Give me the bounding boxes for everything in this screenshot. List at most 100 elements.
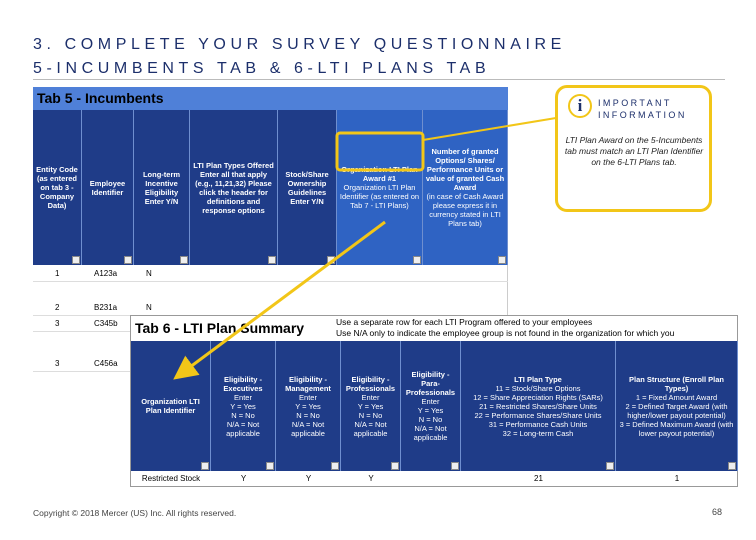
column-line: Enter [299, 392, 317, 402]
cell: 1 [55, 269, 60, 278]
column-header: Long-term Incentive Eligibility Enter Y/… [134, 110, 190, 265]
filter-dropdown[interactable] [728, 462, 736, 470]
info-icon: i [568, 94, 592, 118]
filter-dropdown[interactable] [124, 256, 132, 264]
copyright: Copyright © 2018 Mercer (US) Inc. All ri… [33, 508, 237, 518]
column-line: Y = Yes [295, 401, 321, 411]
column-title: LTI Plan Types Offered Enter all that ap… [193, 160, 274, 215]
cell: 2 [55, 303, 60, 312]
column-line: N = No [296, 410, 320, 420]
column-title: Eligibility - Management [285, 374, 331, 393]
column-line: Enter [361, 392, 380, 402]
column-line: N = No [358, 410, 383, 420]
note: Use N/A only to indicate the employee gr… [336, 328, 675, 338]
column-title: Stock/Share Ownership Guidelines Enter Y… [285, 169, 329, 206]
column-line: Enter [421, 397, 440, 406]
filter-dropdown[interactable] [451, 462, 459, 470]
column-header: Eligibility - Executives Enter Y = Yes N = … [211, 341, 276, 471]
cell: A123a [94, 269, 118, 278]
filter-dropdown[interactable] [331, 462, 339, 470]
column-title: Number of granted Options/ Shares/ Perfo… [425, 147, 505, 192]
cell: 1 [674, 474, 680, 483]
column-line: N = No [231, 410, 255, 420]
column-line: 21 = Restricted Shares/Share Units [479, 401, 597, 411]
cell: C345b [94, 319, 118, 328]
column-header: Eligibility - Para-Professionals Enter Y =… [401, 341, 461, 471]
highlight-box [335, 131, 425, 172]
filter-dropdown[interactable] [606, 462, 614, 470]
cell: Y [368, 474, 374, 483]
column-line: Y = Yes [230, 401, 256, 411]
column-line: (in case of Cash Award please express it… [426, 192, 504, 228]
column-line: N/A = Not applicable [353, 419, 388, 438]
arrow [173, 220, 386, 380]
column-title: Organization LTI Plan Identifier [141, 397, 200, 415]
column-header: Eligibility - Professionals Enter Y = Yes N… [341, 341, 401, 471]
cell: Restricted Stock [141, 474, 201, 483]
row-line [33, 281, 508, 282]
column-title: Eligibility - Para-Professionals [405, 370, 456, 397]
column-header: Plan Structure (Enroll Plan Types) 1 = Fi… [616, 341, 738, 471]
cell: B231a [94, 303, 118, 312]
column-line: Enter [234, 392, 252, 402]
column-header: Employee Identifier [82, 110, 134, 265]
column-line: N/A = Not applicable [226, 419, 260, 438]
tab6-title: Tab 6 - LTI Plan Summary [135, 320, 305, 336]
filter-dropdown[interactable] [498, 256, 506, 264]
cell: C456a [94, 359, 118, 368]
column-title: Long-term Incentive Eligibility Enter Y/… [142, 169, 181, 206]
cell: Y [240, 474, 247, 483]
column-header: Stock/Share Ownership Guidelines Enter Y… [278, 110, 337, 265]
column-line: 1 = Fixed Amount Award [635, 392, 718, 402]
filter-dropdown[interactable] [413, 256, 421, 264]
column-line: 22 = Performance Shares/Share Units [474, 410, 602, 420]
tab5-title: Tab 5 - Incumbents [33, 87, 508, 110]
column-title: LTI Plan Type [514, 374, 562, 384]
rule [33, 79, 725, 80]
column-line: N/A = Not applicable [413, 424, 448, 442]
filter-dropdown[interactable] [201, 462, 209, 470]
column-title: Eligibility - Professionals [345, 374, 396, 393]
tab6-sheet: Tab 6 - LTI Plan Summary Use a separate … [130, 315, 738, 487]
column-line: Organization LTI Plan Identifier (as ent… [339, 183, 420, 210]
cell: N [146, 269, 152, 278]
column-line: 32 = Long-term Cash [502, 428, 574, 438]
column-header: Organization LTI Plan Identifier [131, 341, 211, 471]
column-title: Entity Code (as entered on tab 3 - Compa… [36, 165, 78, 210]
column-line: N = No [418, 415, 443, 424]
title-line: 5-INCUMBENTS TAB & 6-LTI PLANS TAB [33, 60, 491, 77]
column-title: Employee Identifier [89, 178, 126, 197]
filter-dropdown[interactable] [180, 256, 188, 264]
column-line: 12 = Share Appreciation Rights (SARs) [473, 392, 603, 402]
column-line: 11 = Stock/Share Options [495, 383, 581, 393]
column-header: Entity Code (as entered on tab 3 - Compa… [33, 110, 82, 265]
cell: 3 [55, 359, 60, 368]
callout-body: LTI Plan Award on the 5-Incumbents tab m… [564, 135, 704, 167]
column-line: Y = Yes [417, 406, 444, 415]
connector [422, 117, 557, 141]
cell: N [146, 303, 152, 312]
note: Use a separate row for each LTI Program … [336, 317, 593, 327]
column-header: LTI Plan Type 11 = Stock/Share Options 12 … [461, 341, 616, 471]
cell: 3 [55, 319, 60, 328]
filter-dropdown[interactable] [266, 462, 274, 470]
callout-title: IMPORTANT INFORMATION [598, 98, 687, 120]
column-line: N/A = Not applicable [291, 419, 325, 438]
callout: i IMPORTANT INFORMATION LTI Plan Award o… [555, 85, 712, 212]
filter-dropdown[interactable] [72, 256, 80, 264]
column-line: Y = Yes [357, 401, 384, 411]
column-title: Plan Structure (Enroll Plan Types) [628, 374, 725, 393]
column-line: 3 = Defined Maximum Award (with lower pa… [619, 419, 734, 438]
cell: Y [305, 474, 312, 483]
column-title: Eligibility - Executives [223, 374, 263, 393]
column-line: 2 = Defined Target Award (with higher/lo… [625, 401, 728, 420]
column-line: 31 = Performance Cash Units [488, 419, 588, 429]
filter-dropdown[interactable] [268, 256, 276, 264]
column-header: Number of granted Options/ Shares/ Perfo… [423, 110, 508, 265]
title-line: 3. COMPLETE YOUR SURVEY QUESTIONNAIRE [33, 36, 566, 53]
filter-dropdown[interactable] [391, 462, 399, 470]
column-header: Eligibility - Management Enter Y = Yes N = … [276, 341, 341, 471]
cell: 21 [534, 474, 543, 483]
